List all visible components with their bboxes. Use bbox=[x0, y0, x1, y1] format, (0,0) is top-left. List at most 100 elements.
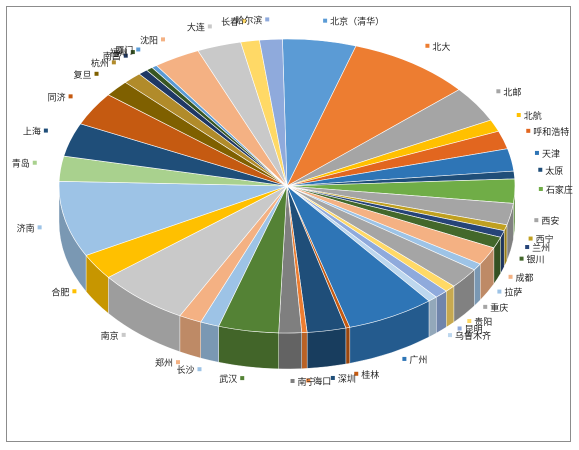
pie-slice-side bbox=[200, 321, 219, 363]
data-label: 深圳 bbox=[338, 374, 356, 385]
pie-slice-side bbox=[436, 290, 447, 334]
legend-marker bbox=[68, 94, 73, 99]
legend-marker bbox=[130, 50, 135, 55]
data-label: 广州 bbox=[409, 354, 427, 366]
legend-marker bbox=[123, 53, 128, 58]
data-label: 呼和浩特 bbox=[533, 126, 569, 138]
legend-marker bbox=[496, 89, 501, 94]
data-label: 沈阳 bbox=[140, 34, 158, 46]
legend-marker bbox=[447, 333, 452, 338]
data-label: 乌鲁木齐 bbox=[455, 330, 491, 342]
data-label: 上海 bbox=[23, 126, 41, 138]
legend-marker bbox=[528, 236, 533, 241]
pie-slice bbox=[58, 180, 288, 256]
pie-slice-side bbox=[428, 296, 437, 338]
data-label: 合肥 bbox=[51, 286, 69, 298]
data-label: 兰州 bbox=[532, 242, 550, 254]
legend-marker bbox=[526, 128, 531, 133]
pie-slice-side bbox=[278, 332, 302, 370]
data-label: 哈尔滨 bbox=[235, 14, 262, 26]
legend-marker bbox=[94, 71, 99, 76]
data-label: 杭州 bbox=[91, 57, 109, 69]
pie-label-layer: 北京（清华） 北大北邮北航呼和浩特天津太原石家庄西安西宁兰州银川成都拉萨重庆贵阳昆… bbox=[12, 14, 573, 388]
legend-marker bbox=[207, 24, 212, 29]
legend-marker bbox=[136, 47, 141, 52]
data-label: 贵阳 bbox=[474, 316, 492, 328]
pie-slice bbox=[286, 45, 460, 187]
data-label: 厦门 bbox=[115, 44, 133, 56]
legend-marker bbox=[402, 356, 407, 361]
data-label: 重庆 bbox=[490, 302, 508, 314]
legend-marker bbox=[425, 43, 430, 48]
legend-marker bbox=[323, 18, 328, 23]
pie-slice-side bbox=[301, 332, 308, 369]
legend-marker bbox=[121, 332, 126, 337]
pie-slice-side bbox=[345, 327, 351, 365]
pie-slice-side bbox=[446, 285, 455, 328]
data-label: 长春 bbox=[221, 16, 239, 28]
legend-marker bbox=[290, 378, 295, 383]
data-label: 福州 bbox=[110, 47, 128, 59]
legend-marker bbox=[265, 17, 270, 22]
data-label: 大连 bbox=[187, 21, 205, 33]
pie-slice-side bbox=[474, 263, 481, 307]
chart-frame bbox=[6, 6, 571, 442]
legend-marker bbox=[330, 375, 335, 380]
pie-slice bbox=[259, 38, 288, 187]
legend-marker bbox=[467, 319, 472, 324]
data-label: 南昌 bbox=[103, 51, 121, 63]
data-label: 桂林 bbox=[361, 369, 379, 381]
legend-marker bbox=[160, 37, 165, 42]
legend-marker bbox=[175, 360, 180, 365]
legend-marker bbox=[483, 304, 488, 309]
legend-marker bbox=[43, 128, 48, 133]
data-label: 武汉 bbox=[219, 373, 237, 385]
data-label: 南宁 bbox=[298, 376, 316, 388]
legend-marker bbox=[457, 326, 462, 331]
data-label: 银川 bbox=[527, 254, 545, 266]
legend-marker bbox=[240, 376, 245, 381]
legend-marker bbox=[538, 167, 543, 172]
legend-marker bbox=[538, 186, 543, 191]
data-label: 天津 bbox=[542, 149, 560, 160]
legend-marker bbox=[37, 225, 42, 230]
legend-marker bbox=[497, 289, 502, 294]
legend-marker bbox=[525, 245, 530, 250]
data-label: 海口 bbox=[313, 375, 331, 387]
pie-slice-side bbox=[503, 224, 508, 267]
pie-top-layer bbox=[58, 38, 516, 334]
pie-slice-side bbox=[500, 230, 505, 275]
legend-marker bbox=[72, 289, 77, 294]
legend-marker bbox=[354, 371, 359, 376]
data-label: 北大 bbox=[432, 41, 450, 53]
data-label: 郑州 bbox=[155, 357, 173, 369]
legend-marker bbox=[534, 218, 539, 223]
legend-marker bbox=[508, 274, 513, 279]
legend-marker bbox=[519, 256, 524, 261]
legend-marker bbox=[242, 19, 247, 24]
legend-marker bbox=[111, 60, 116, 65]
pie-slice-side bbox=[179, 315, 201, 359]
data-label: 复旦 bbox=[74, 69, 92, 81]
legend-marker bbox=[306, 378, 311, 383]
data-label: 昆明 bbox=[465, 324, 483, 335]
legend-marker bbox=[197, 367, 202, 372]
data-label: 太原 bbox=[545, 165, 563, 177]
data-label: 北京（清华） bbox=[330, 16, 384, 28]
legend-marker bbox=[534, 150, 539, 155]
data-label: 西安 bbox=[541, 215, 559, 227]
data-label: 石家庄 bbox=[546, 184, 573, 196]
legend-marker bbox=[32, 160, 37, 165]
data-label: 南京 bbox=[101, 330, 119, 342]
legend-marker bbox=[516, 113, 521, 118]
data-label: 济南 bbox=[17, 222, 35, 234]
data-label: 拉萨 bbox=[504, 287, 522, 299]
data-label: 北航 bbox=[524, 110, 542, 122]
data-label: 青岛 bbox=[12, 158, 30, 170]
data-label: 北邮 bbox=[503, 86, 521, 98]
pie-side-layer bbox=[58, 185, 516, 370]
data-label: 长沙 bbox=[176, 364, 194, 376]
data-label: 西宁 bbox=[536, 234, 554, 246]
